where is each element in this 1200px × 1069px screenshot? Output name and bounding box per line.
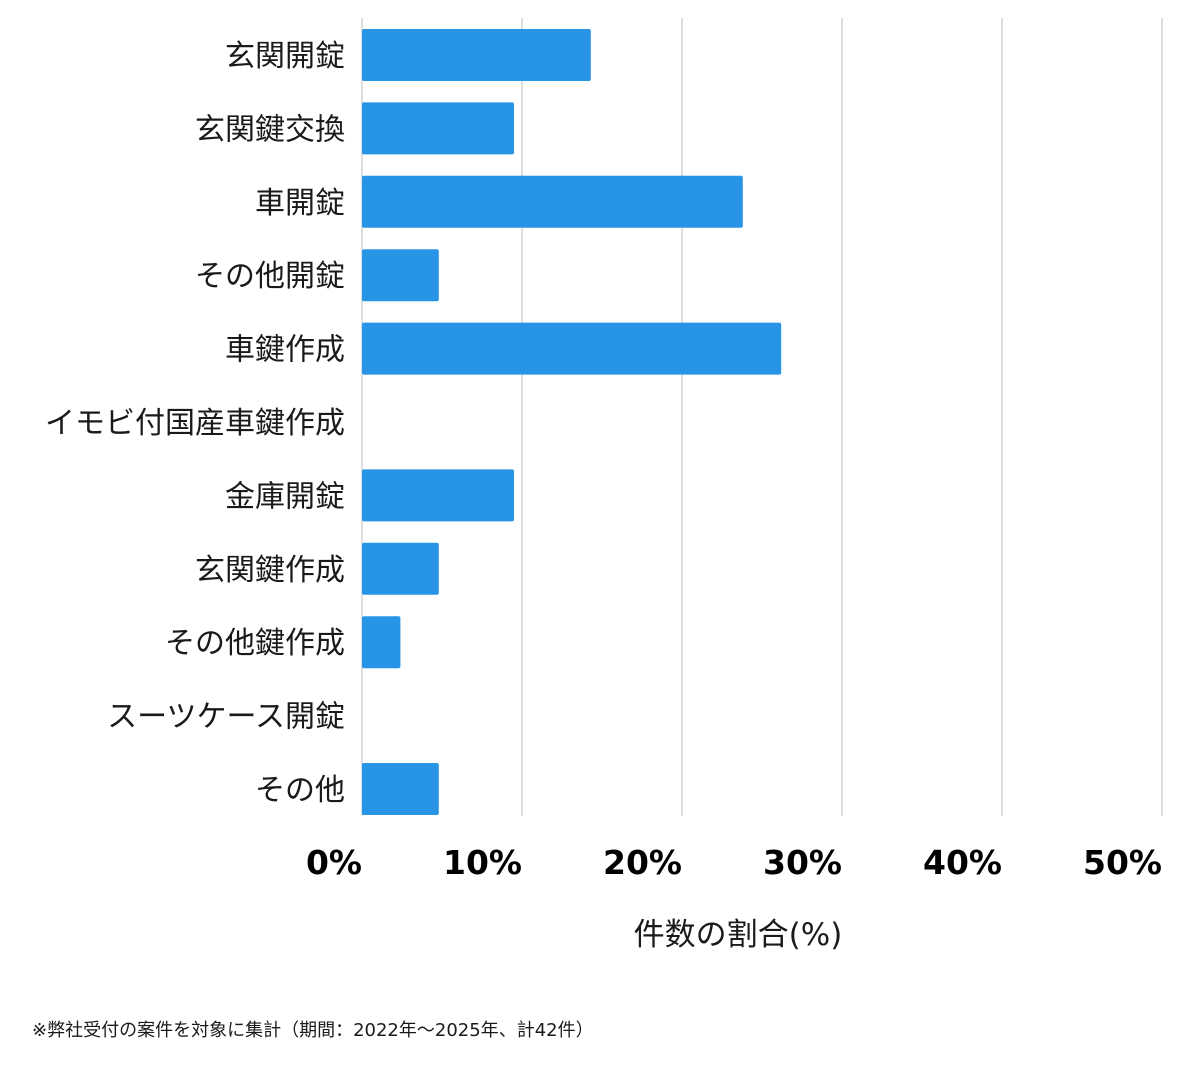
category-labels: 玄関開錠玄関鍵交換車開錠その他開錠車鍵作成イモビ付国産車鍵作成金庫開錠玄関鍵作成… [45, 39, 345, 808]
bar [362, 469, 514, 522]
x-axis-title: 件数の割合(%) [634, 917, 843, 953]
bar [362, 249, 439, 302]
category-label: その他鍵作成 [165, 626, 345, 661]
footnote: ※弊社受付の案件を対象に集計（期間：2022年〜2025年、計42件） [32, 1020, 594, 1041]
x-tick-label: 50% [1083, 843, 1162, 882]
category-label: 車開錠 [255, 186, 345, 221]
bar [362, 29, 591, 81]
category-label: 車鍵作成 [225, 333, 345, 368]
bar-chart: 玄関開錠玄関鍵交換車開錠その他開錠車鍵作成イモビ付国産車鍵作成金庫開錠玄関鍵作成… [45, 18, 1163, 953]
category-label: スーツケース開錠 [107, 700, 345, 735]
x-tick-label: 10% [443, 843, 522, 882]
gridlines [361, 18, 1163, 816]
bar [362, 542, 439, 595]
bar [362, 175, 743, 228]
x-tick-label: 30% [763, 843, 842, 882]
x-tick-label: 40% [923, 843, 1002, 882]
category-label: 金庫開錠 [225, 479, 345, 514]
category-label: イモビ付国産車鍵作成 [45, 406, 345, 441]
bar [362, 763, 439, 815]
x-tick-label: 20% [603, 843, 682, 882]
category-label: 玄関開錠 [225, 39, 345, 74]
x-tick-label: 0% [306, 843, 362, 882]
category-label: その他 [255, 773, 345, 808]
bar [362, 322, 782, 375]
category-label: 玄関鍵作成 [195, 553, 345, 588]
bar [362, 102, 514, 155]
category-label: 玄関鍵交換 [195, 112, 345, 147]
category-label: その他開錠 [195, 259, 345, 294]
bar [362, 616, 401, 669]
tick-labels: 0% 10% 20% 30% 40% 50% [306, 843, 1162, 882]
bars [362, 29, 782, 815]
